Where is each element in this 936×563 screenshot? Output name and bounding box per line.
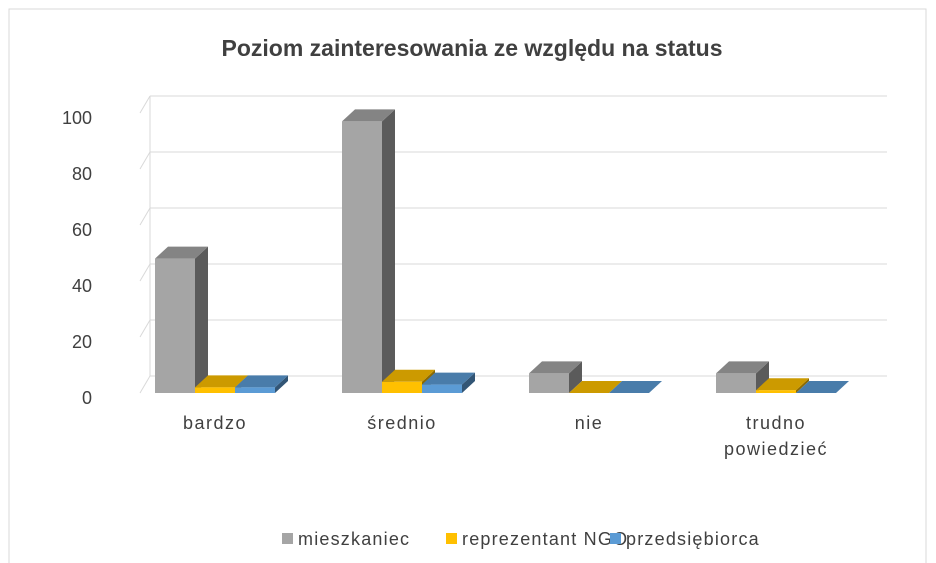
grid-side [139,207,151,226]
bar-front [529,373,569,393]
bar-front [422,384,462,393]
bar [569,381,622,393]
grid-side [139,151,151,170]
bar-side [275,375,288,393]
y-tick-label: 20 [72,332,92,352]
x-tick-label: trudno powiedzieć [723,413,829,459]
bar [235,375,288,393]
y-tick-label: 0 [82,388,92,408]
legend-label: przedsiębiorca [626,529,760,549]
bar-top [796,381,849,393]
bar-front [155,258,195,393]
grid-line [139,263,887,282]
legend-swatch [282,533,293,544]
bar-side [382,109,395,394]
bar [342,109,395,394]
legend-swatch [610,533,621,544]
bar-front [342,121,382,394]
legend-label: mieszkaniec [298,529,410,549]
bar [529,361,582,393]
grid-line [139,95,887,114]
x-tick-label: nie [574,413,604,433]
bar [756,378,809,393]
chart-border [8,8,927,563]
grid-side [139,95,151,114]
grid-side [139,375,151,394]
chart-title: Poziom zainteresowania ze względu na sta… [221,35,722,61]
grid-line [139,151,887,170]
bar-side [756,361,769,393]
legend-label: reprezentant NGO [462,529,628,549]
grid-line [139,319,887,338]
grid-line [139,207,887,226]
bar [609,381,662,393]
bar [716,361,769,393]
y-tick-label: 100 [62,108,92,128]
bar-top [569,381,622,393]
x-tick-label: bardzo [182,413,248,433]
bar-side [462,372,475,393]
bar-top [609,381,662,393]
bar-front [716,373,756,393]
bar-front [235,387,275,393]
grid-side [139,319,151,338]
y-tick-label: 40 [72,276,92,296]
legend-swatch [446,533,457,544]
x-tick-label: średnio [367,413,437,433]
bar [422,372,475,393]
bar-top [235,375,288,388]
bar [796,381,849,393]
bar-front [195,387,235,393]
bar-side [796,378,809,393]
bar-top [195,375,248,388]
bar-top [756,378,809,391]
bar-top [342,109,395,122]
bar-front [756,390,796,393]
y-tick-label: 80 [72,164,92,184]
bar-top [382,369,435,382]
bar-front [382,381,422,393]
bar-side [195,246,208,393]
bar-top [155,246,208,259]
y-tick-label: 60 [72,220,92,240]
bar-top [422,372,475,385]
grid-side [139,263,151,282]
bar-top [716,361,769,374]
bar-top [529,361,582,374]
bar [155,246,208,393]
bar-side [569,361,582,393]
